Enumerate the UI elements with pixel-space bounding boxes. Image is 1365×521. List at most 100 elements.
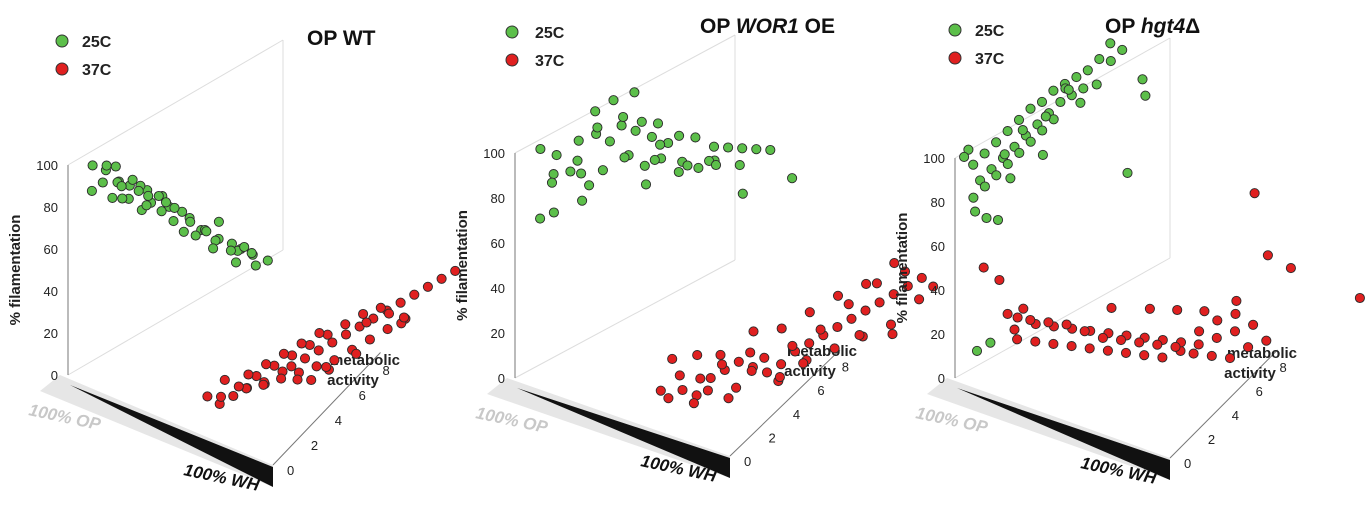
z-tick-label: 100 — [483, 146, 505, 161]
data-point-37c — [258, 379, 269, 390]
data-point-37c — [1206, 350, 1217, 361]
data-point-37c — [843, 299, 854, 310]
data-point-37c — [1224, 353, 1236, 364]
data-point-37c — [1043, 317, 1054, 328]
data-point-37c — [1152, 339, 1163, 350]
data-point-37c — [761, 367, 773, 378]
legend-marker-25c — [55, 34, 69, 48]
data-point-37c — [748, 326, 759, 337]
data-point-37c — [340, 319, 351, 330]
data-point-25c — [169, 202, 180, 213]
data-point-37c — [787, 340, 798, 351]
data-point-37c — [361, 317, 372, 328]
data-point-37c — [395, 297, 406, 308]
y-tick-label: 0 — [287, 463, 294, 478]
grid-line — [67, 39, 284, 166]
data-point-25c — [201, 226, 212, 237]
z-tick-label: 40 — [931, 283, 945, 298]
data-point-37c — [874, 297, 885, 308]
data-point-37c — [1102, 345, 1113, 356]
data-point-25c — [1117, 44, 1128, 55]
data-point-25c — [1094, 54, 1105, 65]
data-point-37c — [311, 361, 322, 372]
base-wedge-light — [40, 375, 273, 487]
y-tick-label: 6 — [359, 388, 366, 403]
data-point-25c — [213, 216, 224, 227]
data-point-37c — [815, 324, 826, 335]
data-point-37c — [695, 373, 706, 384]
data-point-25c — [1122, 167, 1133, 178]
data-point-25c — [87, 160, 98, 171]
data-point-25c — [1075, 97, 1086, 108]
y-axis — [729, 349, 841, 457]
data-point-37c — [409, 289, 420, 300]
data-point-37c — [716, 359, 728, 370]
y-axis — [1169, 349, 1278, 459]
data-point-25c — [639, 160, 650, 171]
data-point-25c — [981, 212, 992, 224]
data-point-25c — [577, 195, 588, 206]
grid-line — [514, 259, 736, 379]
data-point-25c — [1140, 90, 1151, 101]
data-point-25c — [246, 248, 257, 259]
data-point-25c — [985, 337, 996, 348]
y-tick-label: 4 — [335, 413, 342, 428]
legend-label-37c: 37C — [82, 62, 112, 79]
data-point-25c — [710, 159, 722, 171]
data-point-25c — [1036, 96, 1048, 107]
data-point-37c — [233, 381, 244, 392]
data-point-37c — [296, 338, 307, 349]
data-point-37c — [667, 353, 678, 364]
z-tick-label: 80 — [491, 191, 505, 206]
data-point-37c — [364, 334, 375, 345]
data-point-37c — [1025, 314, 1036, 326]
z-tick-label: 60 — [931, 239, 945, 254]
data-point-37c — [382, 324, 393, 335]
data-point-25c — [110, 161, 121, 172]
y-axis-label-line2: activity — [1224, 365, 1276, 382]
data-point-37c — [287, 350, 298, 361]
data-point-25c — [618, 111, 629, 123]
data-point-25c — [723, 142, 734, 153]
y-tick-label: 0 — [744, 454, 751, 469]
z-tick-label: 0 — [498, 371, 505, 386]
data-point-37c — [978, 262, 989, 273]
data-point-25c — [1025, 103, 1036, 114]
y-tick-label: 2 — [311, 438, 318, 453]
z-tick-label: 0 — [938, 371, 945, 386]
z-axis-label: % filamentation — [894, 213, 911, 324]
z-tick-label: 20 — [491, 326, 505, 341]
data-point-25c — [250, 260, 261, 271]
data-point-25c — [652, 118, 664, 129]
data-point-37c — [674, 370, 685, 381]
y-tick-label: 0 — [1184, 456, 1191, 471]
y-tick-label: 6 — [1256, 384, 1263, 399]
data-point-25c — [160, 197, 172, 208]
data-point-25c — [1002, 126, 1013, 137]
data-point-25c — [597, 165, 608, 176]
data-point-37c — [292, 374, 303, 385]
data-point-37c — [861, 278, 872, 289]
z-tick-label: 40 — [491, 281, 505, 296]
data-point-25c — [1040, 111, 1051, 122]
data-point-25c — [1078, 83, 1089, 94]
z-tick-label: 60 — [491, 236, 505, 251]
data-point-25c — [1037, 149, 1048, 160]
data-point-37c — [1066, 341, 1077, 352]
y-axis-label-line1: metabolic — [1227, 345, 1297, 362]
data-point-37c — [1012, 334, 1023, 345]
data-point-25c — [708, 141, 720, 152]
data-point-37c — [375, 302, 386, 313]
legend-marker-25c — [948, 23, 962, 37]
data-point-37c — [846, 313, 857, 324]
data-point-37c — [276, 373, 287, 384]
z-tick-label: 20 — [931, 327, 945, 342]
data-point-25c — [239, 241, 250, 253]
data-point-37c — [804, 338, 815, 349]
data-point-25c — [117, 193, 128, 204]
data-point-25c — [584, 180, 595, 191]
data-point-25c — [1037, 125, 1048, 136]
